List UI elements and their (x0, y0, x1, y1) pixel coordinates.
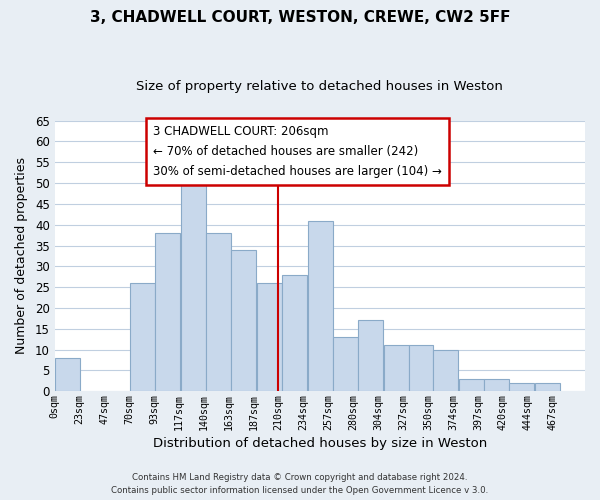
Bar (484, 379, 509, 392)
Title: Size of property relative to detached houses in Weston: Size of property relative to detached ho… (136, 80, 503, 93)
Bar (130, 283, 155, 392)
Bar (509, 383, 534, 392)
Bar (206, 233, 231, 392)
Bar (433, 350, 458, 392)
Text: Contains HM Land Registry data © Crown copyright and database right 2024.
Contai: Contains HM Land Registry data © Crown c… (112, 474, 488, 495)
Y-axis label: Number of detached properties: Number of detached properties (15, 158, 28, 354)
Bar (282, 274, 307, 392)
Bar (460, 379, 484, 392)
Text: 3, CHADWELL COURT, WESTON, CREWE, CW2 5FF: 3, CHADWELL COURT, WESTON, CREWE, CW2 5F… (90, 10, 510, 25)
Bar (308, 220, 333, 392)
Bar (409, 346, 433, 392)
Bar (155, 233, 180, 392)
X-axis label: Distribution of detached houses by size in Weston: Distribution of detached houses by size … (153, 437, 487, 450)
Bar (181, 179, 206, 392)
Bar (333, 337, 358, 392)
Bar (231, 250, 256, 392)
Text: 3 CHADWELL COURT: 206sqm
← 70% of detached houses are smaller (242)
30% of semi-: 3 CHADWELL COURT: 206sqm ← 70% of detach… (153, 124, 442, 178)
Bar (535, 383, 560, 392)
Bar (383, 346, 409, 392)
Bar (257, 283, 282, 392)
Bar (55, 358, 80, 392)
Bar (358, 320, 383, 392)
